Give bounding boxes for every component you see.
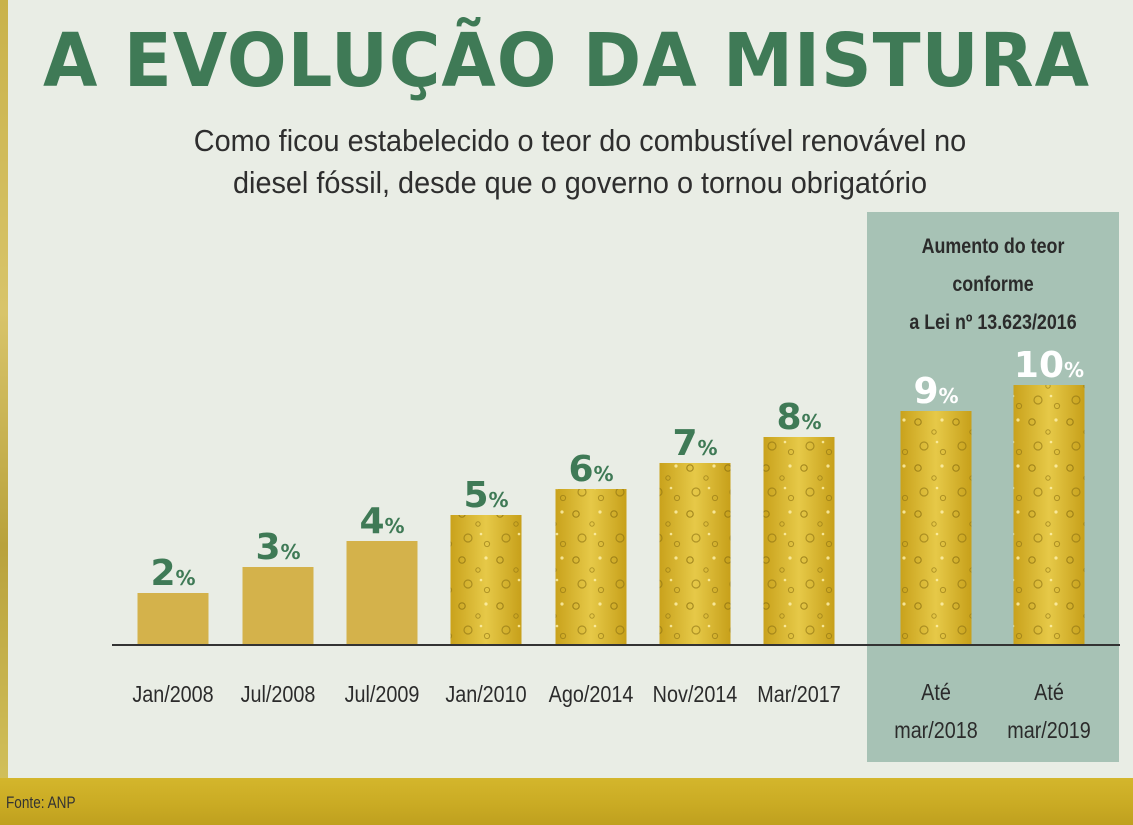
- value-number: 8: [776, 397, 801, 438]
- value-label-8: 9%: [913, 371, 958, 412]
- category-label-4: Jan/2010: [445, 682, 526, 708]
- bar-8-texture: [900, 411, 972, 645]
- bar-1: [137, 593, 209, 645]
- bar-5-texture: [555, 489, 627, 645]
- bars-layer: [137, 385, 1085, 645]
- bar-6-texture: [659, 463, 731, 645]
- value-label-6: 7%: [672, 423, 717, 464]
- source-note: Fonte: ANP: [6, 793, 76, 812]
- law-caption-line-1: Aumento do teor conforme: [921, 235, 1065, 296]
- value-label-4: 5%: [463, 475, 508, 516]
- value-number: 10: [1014, 345, 1064, 386]
- value-label-2: 3%: [255, 527, 300, 568]
- value-unit: %: [594, 462, 614, 486]
- value-label-7: 8%: [776, 397, 821, 438]
- value-unit: %: [802, 410, 822, 434]
- subtitle-line-2: diesel fóssil, desde que o governo o tor…: [233, 165, 927, 200]
- value-unit: %: [489, 488, 509, 512]
- law-caption: Aumento do teor conforme a Lei nº 13.623…: [886, 228, 1100, 342]
- value-unit: %: [698, 436, 718, 460]
- value-unit: %: [1064, 358, 1084, 382]
- value-label-3: 4%: [359, 501, 404, 542]
- value-label-9: 10%: [1014, 345, 1084, 386]
- bar-7-texture: [763, 437, 835, 645]
- value-number: 2: [150, 553, 175, 594]
- category-label-8-line-2: mar/2018: [894, 718, 978, 744]
- labels-layer: 2% Jan/2008 3% Jul/2008 4% Jul/2009 5% Jan/2010…: [132, 345, 1090, 743]
- value-label-5: 6%: [568, 449, 613, 490]
- category-label-6: Nov/2014: [653, 682, 738, 708]
- value-number: 9: [913, 371, 938, 412]
- category-label-9-line-1: Até: [1034, 680, 1064, 706]
- category-label-2: Jul/2008: [241, 682, 316, 708]
- bar-2: [242, 567, 314, 645]
- bar-4-texture: [450, 515, 522, 645]
- category-label-5: Ago/2014: [549, 682, 634, 708]
- value-label-1: 2%: [150, 553, 195, 594]
- category-label-7: Mar/2017: [757, 682, 841, 708]
- left-edge-texture: [0, 0, 8, 780]
- chart-title: A EVOLUÇÃO DA MISTURA: [43, 18, 1090, 104]
- chart-subtitle: Como ficou estabelecido o teor do combus…: [96, 120, 1063, 204]
- value-unit: %: [385, 514, 405, 538]
- bar-9-texture: [1013, 385, 1085, 645]
- value-number: 3: [255, 527, 280, 568]
- bottom-band: [0, 778, 1133, 825]
- category-label-3: Jul/2009: [345, 682, 420, 708]
- value-number: 6: [568, 449, 593, 490]
- value-number: 5: [463, 475, 488, 516]
- value-unit: %: [939, 384, 959, 408]
- subtitle-line-1: Como ficou estabelecido o teor do combus…: [193, 123, 967, 158]
- law-caption-line-2: a Lei nº 13.623/2016: [909, 311, 1077, 334]
- value-number: 7: [672, 423, 697, 464]
- value-number: 4: [359, 501, 384, 542]
- category-label-8-line-1: Até: [921, 680, 951, 706]
- value-unit: %: [176, 566, 196, 590]
- category-label-9-line-2: mar/2019: [1007, 718, 1091, 744]
- category-label-1: Jan/2008: [132, 682, 213, 708]
- bar-3: [346, 541, 418, 645]
- value-unit: %: [281, 540, 301, 564]
